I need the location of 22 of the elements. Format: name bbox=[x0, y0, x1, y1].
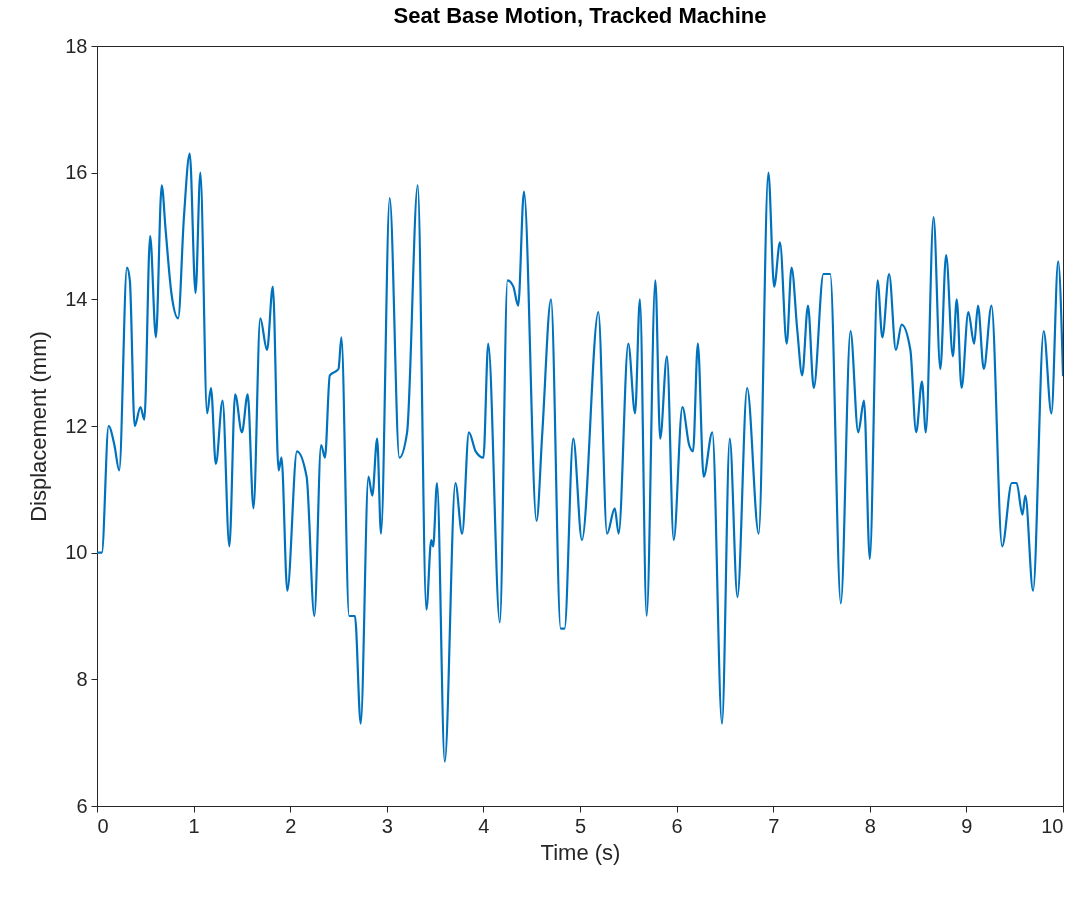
x-tick-label: 9 bbox=[961, 814, 973, 837]
x-tick-label: 6 bbox=[671, 814, 683, 837]
y-tick-label: 18 bbox=[65, 34, 88, 57]
y-axis-title: Displacement (mm) bbox=[26, 331, 52, 522]
x-tick-label: 2 bbox=[285, 814, 297, 837]
x-tick-label: 10 bbox=[1041, 814, 1064, 837]
y-tick-label: 16 bbox=[65, 161, 88, 184]
chart-title: Seat Base Motion, Tracked Machine bbox=[393, 3, 767, 28]
y-tick-label: 6 bbox=[76, 794, 88, 817]
y-tick-label: 8 bbox=[76, 667, 88, 690]
x-axis-title: Time (s) bbox=[540, 839, 621, 865]
x-tick-label: 5 bbox=[574, 814, 587, 837]
x-tick-label: 1 bbox=[188, 814, 200, 837]
y-tick-label: 14 bbox=[65, 287, 88, 310]
line-series bbox=[97, 152, 1063, 763]
x-tick-label: 7 bbox=[768, 814, 780, 837]
x-tick-label: 0 bbox=[97, 814, 109, 837]
x-tick-label: 4 bbox=[478, 814, 490, 837]
y-tick-label: 12 bbox=[65, 414, 88, 437]
y-tick-label: 10 bbox=[65, 541, 88, 564]
x-tick-label: 8 bbox=[864, 814, 876, 837]
x-tick-label: 3 bbox=[381, 814, 393, 837]
